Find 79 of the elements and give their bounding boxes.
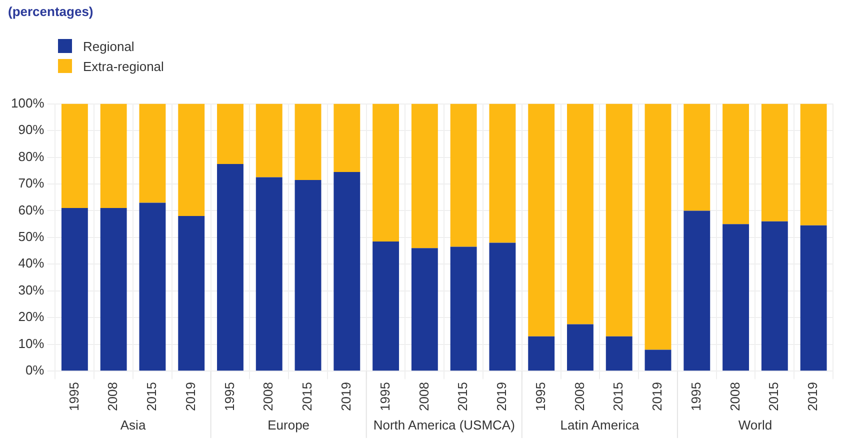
bar — [411, 248, 438, 371]
bar — [139, 104, 166, 203]
bar — [100, 104, 127, 208]
bar — [761, 221, 788, 371]
bar — [606, 336, 632, 371]
text: Latin America — [560, 418, 640, 433]
bar — [489, 242, 516, 371]
text: World — [738, 418, 772, 433]
bar — [567, 324, 594, 371]
text: North America (USMCA) — [373, 418, 515, 433]
x-tick-label: 2008 — [416, 382, 432, 411]
y-tick-label: 50% — [18, 229, 45, 244]
bar — [178, 104, 205, 216]
bar — [450, 246, 477, 371]
bar — [100, 208, 127, 371]
bar — [139, 202, 166, 371]
x-tick-label: 2015 — [610, 382, 626, 411]
bar — [722, 104, 750, 224]
bar — [61, 208, 88, 371]
y-tick-label: 10% — [18, 336, 45, 351]
x-tick-label: 1995 — [222, 382, 237, 411]
x-tick-label: 1995 — [532, 382, 548, 411]
bar — [528, 336, 555, 371]
x-tick-label: 2015 — [144, 382, 160, 411]
y-tick-label: 40% — [18, 256, 45, 271]
x-tick-label: 2019 — [805, 382, 820, 411]
bar — [489, 104, 516, 243]
bar — [372, 104, 400, 242]
bar — [684, 210, 710, 371]
x-tick-label: 2019 — [338, 382, 354, 411]
x-tick-label: 2015 — [455, 382, 470, 411]
x-tick-label: 2019 — [494, 382, 510, 411]
bar — [178, 216, 205, 371]
x-tick-label: 2008 — [727, 382, 742, 411]
y-tick-label: 60% — [18, 202, 45, 218]
x-tick-label: 2008 — [105, 382, 120, 411]
bar — [528, 104, 555, 336]
x-tick-label: 2019 — [650, 382, 665, 411]
bar — [334, 104, 360, 172]
bar — [606, 104, 632, 336]
bar — [217, 164, 244, 371]
y-tick-label: 20% — [18, 309, 45, 324]
x-tick-label: 1995 — [688, 382, 704, 411]
y-tick-label: 0% — [25, 362, 45, 378]
bar — [294, 104, 322, 180]
bar — [334, 172, 360, 371]
y-tick-label: 80% — [18, 148, 45, 164]
x-tick-label: 2008 — [572, 382, 587, 411]
bar — [450, 104, 477, 247]
bar — [294, 180, 322, 371]
x-tick-label: 2015 — [300, 382, 315, 411]
bar — [644, 350, 672, 371]
chart-subtitle: (percentages) — [8, 4, 94, 19]
y-tick-label: 90% — [18, 122, 45, 138]
bar — [761, 104, 788, 222]
bar — [684, 104, 710, 211]
text: Asia — [120, 418, 146, 433]
y-tick-label: 30% — [18, 282, 45, 298]
bar — [800, 104, 827, 226]
y-tick-label: 70% — [18, 176, 45, 191]
x-tick-label: 1995 — [377, 382, 392, 411]
bar — [61, 104, 88, 208]
bar — [217, 104, 244, 164]
bar — [372, 241, 400, 371]
legend-label: Extra-regional — [83, 58, 164, 74]
x-tick-label: 2019 — [182, 382, 198, 411]
bar — [800, 225, 827, 371]
bar — [256, 177, 282, 371]
x-tick-label: 2015 — [766, 382, 782, 411]
bar — [256, 104, 282, 178]
bar — [644, 104, 672, 350]
legend-label: Regional — [83, 38, 134, 54]
bar — [722, 224, 750, 371]
bar — [567, 104, 594, 324]
x-tick-label: 2008 — [260, 382, 276, 411]
text: Europe — [268, 418, 310, 433]
bar — [411, 104, 438, 248]
x-tick-label: 1995 — [66, 382, 82, 411]
y-tick-label: 100% — [11, 95, 45, 110]
